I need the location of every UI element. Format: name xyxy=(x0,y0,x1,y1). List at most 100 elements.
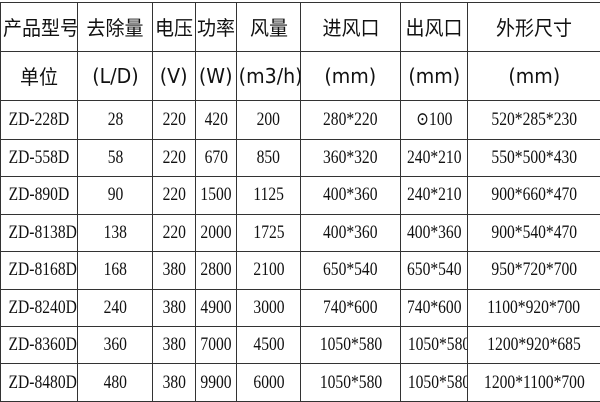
table-cell: 950*720*700 xyxy=(468,252,600,289)
table-cell: 220 xyxy=(153,214,196,251)
cell-text: 550*500*430 xyxy=(491,147,577,169)
cell-text: 240*210 xyxy=(407,147,462,169)
table-cell: 外形尺寸 xyxy=(468,3,600,52)
table-cell: 28 xyxy=(78,100,153,139)
table-cell: 6000 xyxy=(237,364,301,402)
table-cell: 900*660*470 xyxy=(468,177,600,214)
cell-text: (mm) xyxy=(325,64,377,88)
table-cell: ZD-8360D xyxy=(1,327,78,364)
table-cell: (mm) xyxy=(301,51,401,100)
table-cell: ZD-8138D xyxy=(1,214,78,251)
table-cell: 2100 xyxy=(237,252,301,289)
table-row: ZD-558D 58 220 670 850 360*320 240*210 550*500*… xyxy=(1,139,600,176)
cell-text: 380 xyxy=(162,259,185,281)
cell-text: 电压 xyxy=(155,12,193,41)
cell-text: 2100 xyxy=(253,259,284,281)
cell-text: 900*660*470 xyxy=(491,184,577,206)
cell-text: 360 xyxy=(103,334,126,356)
table-cell: 1050*580 xyxy=(301,364,401,402)
cell-text: ZD-8168D xyxy=(9,259,77,281)
cell-text: 220 xyxy=(162,222,185,244)
units-row: 单位(L/D)(V)(W)(m3/h)(mm)(mm)(mm) xyxy=(1,51,600,100)
table-cell: 4500 xyxy=(237,327,301,364)
table-cell: ZD-558D xyxy=(1,139,78,176)
table-cell: 1500 xyxy=(196,177,237,214)
cell-text: 90 xyxy=(107,184,123,206)
table-cell: 420 xyxy=(196,100,237,139)
cell-text: 168 xyxy=(103,259,126,281)
cell-text: 58 xyxy=(107,147,123,169)
table-cell: 380 xyxy=(153,327,196,364)
cell-text: 200 xyxy=(257,109,280,131)
cell-text: (m3/h) xyxy=(239,64,301,88)
cell-text: 1100*920*700 xyxy=(488,297,581,319)
table-cell: 去除量 xyxy=(78,3,153,52)
cell-text: 1500 xyxy=(200,184,231,206)
table-cell: (mm) xyxy=(468,51,600,100)
table-cell: 650*540 xyxy=(401,252,468,289)
table-cell: 单位 xyxy=(1,51,78,100)
cell-text: 280*220 xyxy=(323,109,378,131)
table-cell: 1200*920*685 xyxy=(468,327,600,364)
table-cell: 200 xyxy=(237,100,301,139)
cell-text: ZD-228D xyxy=(9,109,70,131)
table-cell: 220 xyxy=(153,177,196,214)
cell-text: ZD-8240D xyxy=(9,297,77,319)
cell-text: 出风口 xyxy=(406,12,463,41)
cell-text: 400*360 xyxy=(407,222,462,244)
cell-text: 4500 xyxy=(253,334,284,356)
table-cell: ZD-8240D xyxy=(1,289,78,326)
table-cell: 220 xyxy=(153,100,196,139)
cell-text: 进风口 xyxy=(322,12,379,41)
table-cell: (W) xyxy=(196,51,237,100)
table-cell: 900*540*470 xyxy=(468,214,600,251)
cell-text: 360*320 xyxy=(323,147,378,169)
cell-text: 3000 xyxy=(253,297,284,319)
table-cell: 850 xyxy=(237,139,301,176)
cell-text: 2000 xyxy=(200,222,231,244)
cell-text: 740*600 xyxy=(407,297,462,319)
table-cell: 1050*580 xyxy=(401,327,468,364)
cell-text: 220 xyxy=(162,184,185,206)
cell-text: (W) xyxy=(199,64,233,88)
header-row: 产品型号去除量电压功率风量进风口出风口外形尺寸 xyxy=(1,3,600,52)
cell-text: 1200*1100*700 xyxy=(484,372,585,394)
table-cell: 240 xyxy=(78,289,153,326)
cell-text: 240*210 xyxy=(407,184,462,206)
cell-text: (V) xyxy=(160,64,188,88)
cell-text: 外形尺寸 xyxy=(496,12,572,41)
cell-text: 1050*580 xyxy=(319,334,381,356)
cell-text: 850 xyxy=(257,147,280,169)
table-cell: 7000 xyxy=(196,327,237,364)
table-cell: 风量 xyxy=(237,3,301,52)
cell-text: ZD-890D xyxy=(9,184,70,206)
table-cell: 1725 xyxy=(237,214,301,251)
table-cell: 480 xyxy=(78,364,153,402)
table-cell: 670 xyxy=(196,139,237,176)
table-cell: 1125 xyxy=(237,177,301,214)
cell-text: 4900 xyxy=(200,297,231,319)
cell-text: 520*285*230 xyxy=(491,109,577,131)
table-cell: ZD-228D xyxy=(1,100,78,139)
cell-text: ZD-558D xyxy=(9,147,70,169)
table-cell: 380 xyxy=(153,252,196,289)
table-cell: (mm) xyxy=(401,51,468,100)
cell-text: 400*360 xyxy=(323,222,378,244)
table-cell: 740*600 xyxy=(301,289,401,326)
cell-text: 6000 xyxy=(253,372,284,394)
cell-text: 480 xyxy=(103,372,126,394)
table-cell: 1050*580 xyxy=(301,327,401,364)
cell-text: 220 xyxy=(162,147,185,169)
table-cell: 240*210 xyxy=(401,139,468,176)
table-row: ZD-8240D 240 380 4900 3000 740*600 740*600 1100… xyxy=(1,289,600,326)
table-cell: 出风口 xyxy=(401,3,468,52)
cell-text: 240 xyxy=(103,297,126,319)
table-cell: 220 xyxy=(153,139,196,176)
table-cell: 550*500*430 xyxy=(468,139,600,176)
cell-text: (mm) xyxy=(408,64,460,88)
table-cell: 1100*920*700 xyxy=(468,289,600,326)
cell-text: 380 xyxy=(162,297,185,319)
